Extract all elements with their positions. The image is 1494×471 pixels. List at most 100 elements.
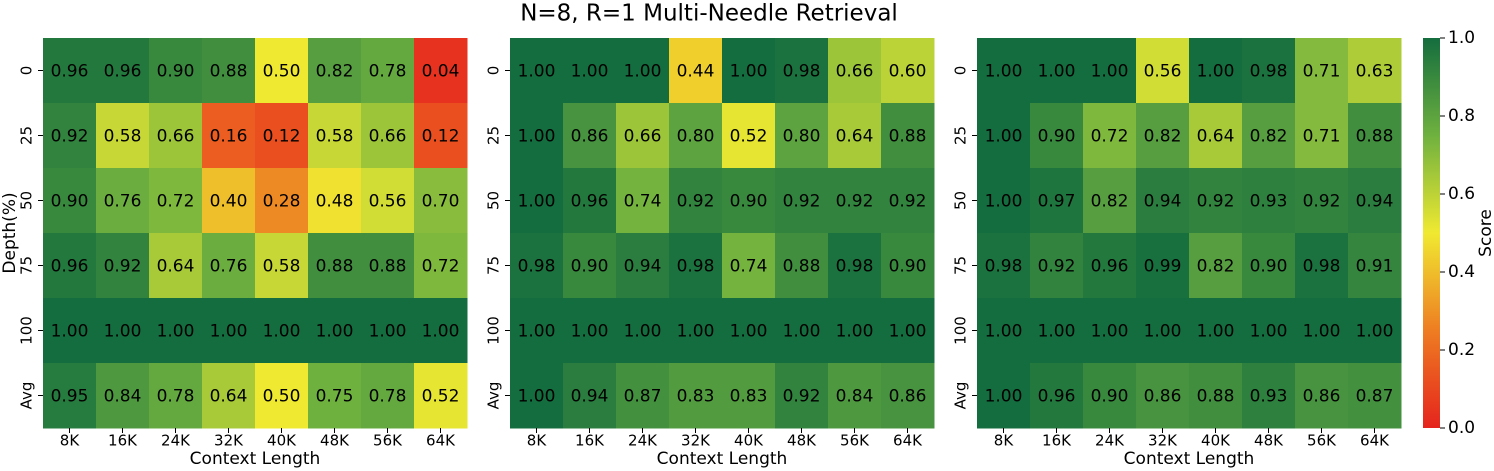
heatmap-cell [1083, 363, 1137, 429]
heatmap-cell [1189, 233, 1243, 299]
y-tick-label: 50 [952, 191, 970, 210]
heatmap-cell [1030, 168, 1084, 234]
heatmap-cell [563, 38, 617, 104]
cell-label: 1.00 [985, 127, 1023, 147]
heatmap-cell [96, 363, 150, 429]
cell-label: 0.82 [1144, 127, 1182, 147]
heatmap-cell [255, 363, 309, 429]
heatmap-cell [669, 233, 723, 299]
cell-label: 1.00 [1197, 62, 1235, 82]
heatmap-cell [1348, 298, 1402, 364]
heatmap-cell [881, 298, 935, 364]
cell-label: 1.00 [836, 322, 874, 342]
heatmap-cell [616, 233, 670, 299]
x-tick-label: 16K [1042, 432, 1072, 450]
cell-label: 1.00 [518, 322, 556, 342]
cell-label: 0.90 [1250, 257, 1288, 277]
heatmap-cell [828, 233, 882, 299]
cell-label: 1.00 [1091, 322, 1129, 342]
heatmap-cell [308, 103, 362, 169]
heatmap-cell [149, 103, 203, 169]
heatmap-cell [775, 38, 829, 104]
cell-label: 0.86 [889, 387, 927, 407]
cell-label: 1.00 [210, 322, 248, 342]
heatmap-cell [881, 233, 935, 299]
cell-label: 0.96 [571, 192, 609, 212]
cell-label: 0.58 [263, 257, 301, 277]
heatmap-cell [881, 103, 935, 169]
heatmap-cell [1083, 103, 1137, 169]
y-tick-label: 100 [485, 316, 503, 345]
heatmap-cell [1083, 38, 1137, 104]
heatmap-cell [202, 38, 256, 104]
cell-label: 0.71 [1303, 127, 1341, 147]
y-tick-label: 100 [952, 316, 970, 345]
cell-label: 0.96 [51, 257, 89, 277]
heatmap-cell [722, 38, 776, 104]
cell-label: 1.00 [783, 322, 821, 342]
x-tick-label: 40K [734, 432, 764, 450]
y-tick-label: 25 [952, 126, 970, 145]
cell-label: 0.84 [104, 387, 142, 407]
y-tick-label: Avg [952, 382, 970, 410]
heatmap-cell [563, 298, 617, 364]
cell-label: 0.28 [263, 192, 301, 212]
heatmap-cell [1083, 233, 1137, 299]
heatmap-cell [149, 363, 203, 429]
x-tick-label: 32K [1148, 432, 1178, 450]
cell-label: 0.48 [316, 192, 354, 212]
heatmap-cell [414, 233, 468, 299]
cell-label: 0.64 [1197, 127, 1235, 147]
cell-label: 0.96 [51, 62, 89, 82]
cell-label: 1.00 [985, 62, 1023, 82]
cell-label: 0.92 [1038, 257, 1076, 277]
heatmap-cell [669, 103, 723, 169]
colorbar-tick-label: 0.8 [1448, 106, 1475, 126]
cell-label: 0.92 [1303, 192, 1341, 212]
heatmap-cell [96, 233, 150, 299]
cell-label: 0.86 [571, 127, 609, 147]
x-tick-label: 56K [1307, 432, 1337, 450]
heatmap-cell [1083, 298, 1137, 364]
heatmap-cell [510, 168, 564, 234]
heatmap-cell [563, 103, 617, 169]
heatmap-cell [563, 233, 617, 299]
cell-label: 0.88 [1197, 387, 1235, 407]
heatmap-cell [1295, 298, 1349, 364]
heatmap-cell [1189, 363, 1243, 429]
cell-label: 0.78 [157, 387, 195, 407]
heatmap-cell [149, 168, 203, 234]
x-tick-label: 8K [527, 432, 548, 450]
cell-label: 0.64 [836, 127, 874, 147]
x-tick-label: 24K [1095, 432, 1125, 450]
cell-label: 1.00 [624, 62, 662, 82]
heatmap-cell [775, 168, 829, 234]
cell-label: 0.74 [730, 257, 768, 277]
colorbar-tick-label: 0.0 [1448, 418, 1475, 438]
cell-label: 0.82 [1197, 257, 1235, 277]
cell-label: 0.63 [1356, 62, 1394, 82]
heatmap-cell [255, 233, 309, 299]
cell-label: 0.82 [1091, 192, 1129, 212]
heatmap-cell [616, 168, 670, 234]
x-tick-label: 48K [1254, 432, 1284, 450]
cell-label: 0.98 [677, 257, 715, 277]
heatmap-cell [881, 363, 935, 429]
cell-label: 0.66 [836, 62, 874, 82]
cell-label: 0.50 [263, 62, 301, 82]
cell-label: 1.00 [571, 62, 609, 82]
cell-label: 1.00 [518, 62, 556, 82]
cell-label: 0.60 [889, 62, 927, 82]
heatmap-cell [1030, 38, 1084, 104]
heatmap-cell [149, 233, 203, 299]
cell-label: 0.52 [422, 387, 460, 407]
heatmap-cell [510, 363, 564, 429]
cell-label: 0.98 [836, 257, 874, 277]
heatmap-cell [977, 363, 1031, 429]
heatmap-cell [1242, 168, 1296, 234]
cell-label: 0.66 [624, 127, 662, 147]
cell-label: 1.00 [985, 387, 1023, 407]
heatmap-cell [722, 168, 776, 234]
heatmap-cell [722, 233, 776, 299]
